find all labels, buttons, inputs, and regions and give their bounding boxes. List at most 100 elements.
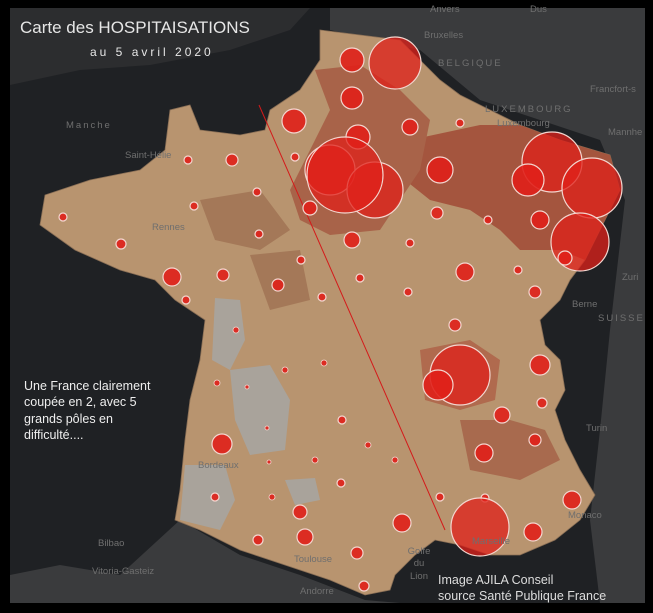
hospitalisation-bubble [302,200,318,216]
hospitalisation-bubble [58,212,68,222]
hospitalisation-bubble [339,47,365,73]
hospitalisation-bubble [430,206,444,220]
spain-land [10,520,400,603]
hospitalisation-bubble [448,318,462,332]
place-label: Marseille [472,536,511,547]
place-label: Bruxelles [424,30,464,41]
hospitalisation-bubble [281,366,289,374]
place-label: Luxembourg [497,118,550,129]
hospitalisation-bubble [162,267,182,287]
hospitalisation-bubble [493,406,511,424]
hospitalisation-bubble [455,262,475,282]
hospitalisation-bubble [183,155,193,165]
hospitalisation-bubble [450,497,510,557]
place-label: BELGIQUE [438,58,503,69]
divide-line [258,104,446,531]
hospitalisation-bubble [392,513,412,533]
hospitalisation-bubble [364,441,372,449]
hospitalisation-bubble [405,238,415,248]
hospitalisation-bubble [225,153,239,167]
hospitalisation-bubble [474,443,494,463]
hospitalisation-bubble [403,287,413,297]
hospitalisation-bubble [213,379,221,387]
place-label: Bilbao [98,538,125,549]
hospitalisation-bubble [181,295,191,305]
place-label: SUISSE [598,313,645,324]
hospitalisation-bubble [254,229,264,239]
hospitalisation-bubble [189,201,199,211]
hospitalisation-bubble [536,397,548,409]
hospitalisation-bubble [292,504,308,520]
place-label: Golfe du Lion [407,546,431,582]
hospitalisation-bubble [210,492,220,502]
place-label: Saint-Hélie [125,150,172,161]
hospitalisation-bubble [391,456,399,464]
hospitalisation-bubble [266,459,272,465]
hospitalisation-bubble [306,136,384,214]
hospitalisation-bubble [337,415,347,425]
hospitalisation-bubble [513,265,523,275]
hospitalisation-bubble [320,359,328,367]
place-label: LUXEMBOURG [485,104,573,115]
hospitalisation-bubble [455,118,465,128]
hospitalisation-bubble [343,231,361,249]
hospitalisation-bubble [523,522,543,542]
neighbor-land [330,8,645,603]
hospitalisation-bubble [216,268,230,282]
annotation-note: Une France clairement coupée en 2, avec … [24,379,151,442]
hospitalisation-bubble [530,210,550,230]
hospitalisation-bubble [232,326,240,334]
place-label: Andorre [300,586,334,597]
hospitalisation-bubble [562,490,582,510]
hospitalisation-bubble [529,354,551,376]
place-label: Rennes [152,222,185,233]
hospitalisation-bubble [340,86,364,110]
place-label: Anvers [430,4,460,15]
place-label: Francfort-s [590,84,636,95]
hospitalisation-bubbles [58,36,623,592]
place-label: Berne [572,299,598,310]
hospitalisation-bubble [296,255,306,265]
map-title: Carte des HOSPITAISATIONS [20,18,250,37]
hospitalisation-bubble [336,478,346,488]
hospitalisation-bubble [528,285,542,299]
hospitalisation-bubble [296,528,314,546]
place-label: Bordeaux [198,460,239,471]
hospitalisation-bubble [244,384,250,390]
hospitalisation-bubble [317,292,327,302]
place-label: Mannhe [608,127,643,138]
hospitalisation-bubble [528,433,542,447]
hospitalisation-bubble [355,273,365,283]
hospitalisation-bubble [483,215,493,225]
hospitalisation-bubble [268,493,276,501]
hospitalisation-bubble [368,36,422,90]
hospitalisation-bubble [561,157,623,219]
place-label: Toulouse [294,554,333,565]
hospitalisation-bubble [252,534,264,546]
hospitalisation-bubble [311,456,319,464]
place-label: Manche [66,120,112,131]
hospitalisation-bubble [358,580,370,592]
place-label: Dus [530,4,547,15]
hospitalisation-bubble [350,546,364,560]
hospitalisation-bubble [426,156,454,184]
hospitalisation-bubble [422,369,454,401]
hospitalisation-bubble [115,238,127,250]
hospitalisation-bubble [511,163,545,197]
credit: Image AJILA Conseil source Santé Publiqu… [438,572,606,605]
hospitalisation-bubble [271,278,285,292]
place-label: Monaco [568,510,602,521]
hospitalisation-bubble [557,250,573,266]
credit-source: source Santé Publique France [438,589,607,604]
credit-author: Image AJILA Conseil [438,573,554,587]
hospitalisation-bubble [290,152,300,162]
hospitalisation-bubble [252,187,262,197]
hospitalisation-bubble [211,433,233,455]
place-label: Turin [586,423,608,434]
hospitalisation-bubble [281,108,307,134]
map-subtitle: au 5 avril 2020 [90,45,214,59]
place-label: Vitoria-Gasteiz [92,566,155,577]
england-land [10,8,310,85]
